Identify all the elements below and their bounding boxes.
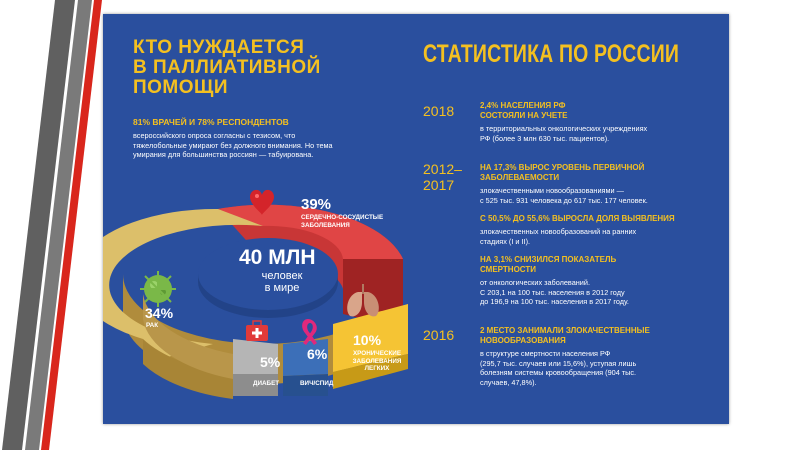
cancer-percent: 34% [145, 305, 174, 321]
section-head-line: НА 3,1% СНИЗИЛСЯ ПОКАЗАТЕЛЬ [480, 255, 617, 264]
left-text-line: всероссийского опроса согласны с тезисом… [133, 131, 296, 140]
section-head: НА 17,3% ВЫРОС УРОВЕНЬ ПЕРВИЧНОЙ ЗАБОЛЕВ… [480, 163, 710, 182]
section-text: злокачественных новообразований на ранни… [480, 227, 715, 246]
right-title: СТАТИСТИКА ПО РОССИИ [423, 40, 680, 68]
left-subtitle: 81% ВРАЧЕЙ И 78% РЕСПОНДЕНТОВ [133, 117, 289, 127]
section-head: НА 3,1% СНИЗИЛСЯ ПОКАЗАТЕЛЬ СМЕРТНОСТИ [480, 255, 710, 274]
donut-chart [103, 189, 408, 399]
decorative-stripes [2, 0, 102, 450]
cardiovascular-caption: СЕРДЕЧНО-СОСУДИСТЫЕ ЗАБОЛЕВАНИЯ [301, 214, 383, 229]
section-text-line: злокачественными новообразованиями — [480, 186, 624, 195]
infographic-slide: КТО НУЖДАЕТСЯ В ПАЛЛИАТИВНОЙ ПОМОЩИ 81% … [103, 14, 729, 424]
caption-line: ЗАБОЛЕВАНИЯ [301, 221, 350, 229]
section-text-line: РФ (более 3 млн 630 тыс. пациентов). [480, 133, 610, 143]
section-head: С 50,5% ДО 55,6% ВЫРОСЛА ДОЛЯ ВЫЯВЛЕНИЯ [480, 214, 710, 224]
segment-hiv [283, 339, 328, 376]
section-text-line: случаев, 47,8%). [480, 377, 537, 387]
section-text-line: стадиях (I и II). [480, 236, 531, 246]
donut-center-label-line: человек [261, 270, 303, 282]
left-title-line: В ПАЛЛИАТИВНОЙ [133, 57, 321, 78]
section-text-line: злокачественных новообразований на ранни… [480, 227, 637, 236]
section-head-line: НА 17,3% ВЫРОС УРОВЕНЬ ПЕРВИЧНОЙ [480, 163, 645, 172]
caption-line: ХРОНИЧЕСКИЕ [352, 350, 402, 357]
left-title: КТО НУЖДАЕТСЯ В ПАЛЛИАТИВНОЙ ПОМОЩИ [133, 38, 393, 98]
lungs-percent: 10% [353, 332, 382, 348]
cancer-caption: РАК [146, 322, 159, 329]
section-text-line: в структуре смертности населения РФ [480, 349, 611, 358]
first-aid-kit-icon [246, 320, 268, 341]
section-head: 2 МЕСТО ЗАНИМАЛИ ЗЛОКАЧЕСТВЕННЫЕ НОВООБР… [480, 326, 710, 345]
diabetes-percent: 5% [260, 354, 281, 370]
section-text-line: до 196,9 на 100 тыс. населения в 2017 го… [480, 297, 629, 306]
segment-diabetes [233, 339, 278, 374]
hiv-caption: ВИЧ/СПИД [300, 380, 334, 387]
year-line: 2012– [423, 161, 462, 177]
lungs-caption: ХРОНИЧЕСКИЕ ЗАБОЛЕВАНИЯ ЛЕГКИХ [352, 350, 402, 373]
section-text: от онкологических заболеваний. С 203,1 н… [480, 278, 715, 307]
segment-lungs [333, 304, 408, 372]
section-text-line: (295,7 тыс. случаев или 15,6%), уступая … [480, 358, 637, 368]
lungs-icon [347, 284, 379, 317]
hiv-percent: 6% [307, 346, 328, 362]
year-2012-2017: 2012– 2017 [423, 161, 462, 193]
diabetes-caption: ДИАБЕТ [253, 380, 280, 387]
caption-line: ЛЕГКИХ [364, 365, 390, 372]
section-head-line: С 50,5% ДО 55,6% ВЫРОСЛА ДОЛЯ ВЫЯВЛЕНИЯ [480, 214, 675, 223]
section-text: злокачественными новообразованиями — с 5… [480, 186, 715, 205]
section-head-line: СОСТОЯЛИ НА УЧЕТЕ [480, 110, 568, 120]
caption-line: СЕРДЕЧНО-СОСУДИСТЫЕ [301, 214, 384, 221]
left-title-line: КТО НУЖДАЕТСЯ [133, 37, 305, 58]
section-text-line: с 525 тыс. 931 человека до 617 тыс. 177 … [480, 195, 648, 205]
year-2016: 2016 [423, 327, 455, 343]
section-text: в территориальных онкологических учрежде… [480, 124, 715, 143]
donut-center-value: 40 МЛН [239, 246, 316, 269]
section-text-line: от онкологических заболеваний. [480, 278, 590, 287]
section-text-line: С 203,1 на 100 тыс. населения в 2012 год… [480, 287, 625, 297]
donut-center-label: человек в мире [242, 270, 322, 294]
section-text: в структуре смертности населения РФ (295… [480, 349, 715, 387]
left-text-line: тяжелобольные умирают без должного внима… [133, 140, 333, 150]
virus-icon [140, 271, 176, 307]
donut-center-label-line: в мире [264, 282, 300, 294]
heart-icon [250, 189, 274, 215]
section-head-line: 2 МЕСТО ЗАНИМАЛИ ЗЛОКАЧЕСТВЕННЫЕ [480, 326, 650, 335]
left-text-line: умирания для большинства россиян — табуи… [133, 150, 314, 159]
year-2018: 2018 [423, 103, 455, 119]
section-text-line: болезням системы кровообращения (904 тыс… [480, 368, 637, 377]
section-head-line: 2,4% НАСЕЛЕНИЯ РФ [480, 101, 566, 110]
cardiovascular-percent: 39% [301, 196, 332, 213]
section-head-line: ЗАБОЛЕВАЕМОСТИ [480, 172, 560, 182]
left-text: всероссийского опроса согласны с тезисом… [133, 131, 403, 160]
year-line: 2017 [423, 177, 455, 193]
left-title-line: ПОМОЩИ [133, 77, 229, 98]
section-text-line: в территориальных онкологических учрежде… [480, 124, 648, 133]
section-head-line: СМЕРТНОСТИ [480, 264, 537, 274]
caption-line: ЗАБОЛЕВАНИЯ [352, 357, 402, 365]
segment-cancer [103, 208, 263, 364]
section-head-line: НОВООБРАЗОВАНИЯ [480, 335, 566, 345]
ribbon-icon [302, 319, 317, 345]
section-head: 2,4% НАСЕЛЕНИЯ РФ СОСТОЯЛИ НА УЧЕТЕ [480, 101, 710, 120]
